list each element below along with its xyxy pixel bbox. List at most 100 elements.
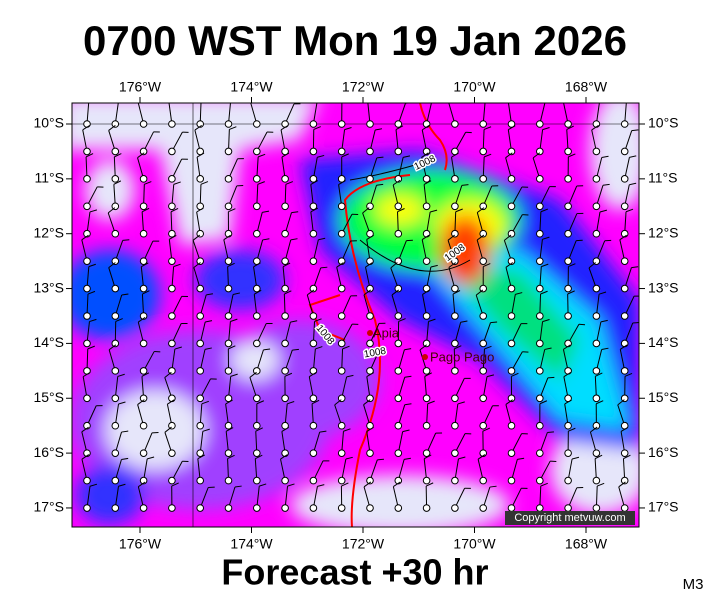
station <box>111 339 120 348</box>
station <box>620 504 629 512</box>
forecast-label: Forecast +30 hr <box>221 552 488 593</box>
barb-feather <box>197 454 206 460</box>
station <box>111 284 120 293</box>
barb-feather <box>595 372 603 377</box>
station <box>281 339 289 348</box>
barb-feather <box>142 290 150 295</box>
barb-feather <box>631 129 639 132</box>
barb-feather <box>390 262 398 269</box>
barb-feather <box>257 153 266 158</box>
station <box>394 421 403 430</box>
barb-feather <box>504 234 512 241</box>
barb-feather <box>363 481 372 488</box>
barb-feather <box>196 207 204 213</box>
station <box>451 120 459 128</box>
barb-feather <box>230 318 238 322</box>
station <box>536 476 544 485</box>
copyright: Copyright metvuw.com <box>514 512 625 524</box>
barb-feather <box>280 125 289 131</box>
barb-feather <box>542 127 550 131</box>
barb-feather <box>601 347 609 350</box>
lon-label: 176°W <box>119 536 162 552</box>
barb-feather <box>517 457 525 460</box>
station <box>196 175 204 183</box>
station <box>281 504 289 512</box>
station <box>309 229 318 238</box>
barb-feather <box>82 371 91 378</box>
station <box>111 394 120 403</box>
barb-feather <box>544 347 552 350</box>
lat-label: 15°S <box>33 389 64 405</box>
station <box>168 175 176 183</box>
station <box>564 449 572 457</box>
station <box>139 257 148 265</box>
barb-feather <box>287 401 295 405</box>
station <box>337 147 346 156</box>
barb-feather <box>225 399 233 405</box>
station <box>507 339 516 348</box>
barb-feather <box>365 262 373 268</box>
station <box>536 175 544 183</box>
station <box>507 367 516 375</box>
station <box>309 175 318 183</box>
barb-feather <box>88 263 96 268</box>
model-label: M3 <box>683 576 704 593</box>
station <box>620 339 629 348</box>
barb-feather <box>206 293 214 296</box>
station <box>507 257 516 265</box>
barb-feather <box>281 152 290 158</box>
lat-label: 11°S <box>648 170 677 186</box>
barb-feather <box>617 399 625 406</box>
station <box>479 339 488 348</box>
station <box>422 202 431 211</box>
station <box>366 394 374 403</box>
barb-feather <box>284 372 293 377</box>
station <box>281 476 289 485</box>
lat-label: 12°S <box>33 224 64 240</box>
barb-feather <box>169 98 176 102</box>
station <box>281 367 289 375</box>
barb-feather <box>392 179 401 186</box>
station <box>451 449 459 457</box>
barb-feather <box>338 180 346 185</box>
lat-label: 13°S <box>648 279 679 295</box>
station <box>337 229 346 238</box>
station <box>224 147 233 156</box>
barb-feather <box>490 321 498 324</box>
barb-feather <box>427 400 435 405</box>
station <box>422 175 431 183</box>
station <box>564 504 572 512</box>
station <box>366 120 374 128</box>
station <box>366 476 374 485</box>
station <box>620 175 629 183</box>
barb-feather <box>540 482 548 487</box>
station <box>620 120 629 128</box>
station <box>196 339 204 348</box>
barb-feather <box>422 289 430 295</box>
barb-feather <box>421 152 429 158</box>
barb-feather <box>600 319 608 323</box>
station <box>564 229 572 238</box>
barb-feather <box>334 399 342 406</box>
barb-feather <box>227 454 235 460</box>
station <box>592 421 601 430</box>
station <box>281 202 289 211</box>
station <box>620 312 629 320</box>
barb-feather <box>306 289 315 296</box>
barb-feather <box>229 126 237 130</box>
barb-feather <box>602 183 610 186</box>
station <box>309 476 318 485</box>
station <box>592 284 601 293</box>
station <box>83 120 91 128</box>
barb-feather <box>626 100 633 102</box>
station <box>168 229 176 238</box>
station <box>507 175 516 183</box>
barb-feather <box>395 125 404 130</box>
station <box>536 449 544 457</box>
station <box>366 257 374 265</box>
station <box>564 476 572 485</box>
station <box>337 449 346 457</box>
barb-feather <box>85 153 94 158</box>
barb-feather <box>447 234 456 241</box>
barb-feather <box>486 374 495 378</box>
